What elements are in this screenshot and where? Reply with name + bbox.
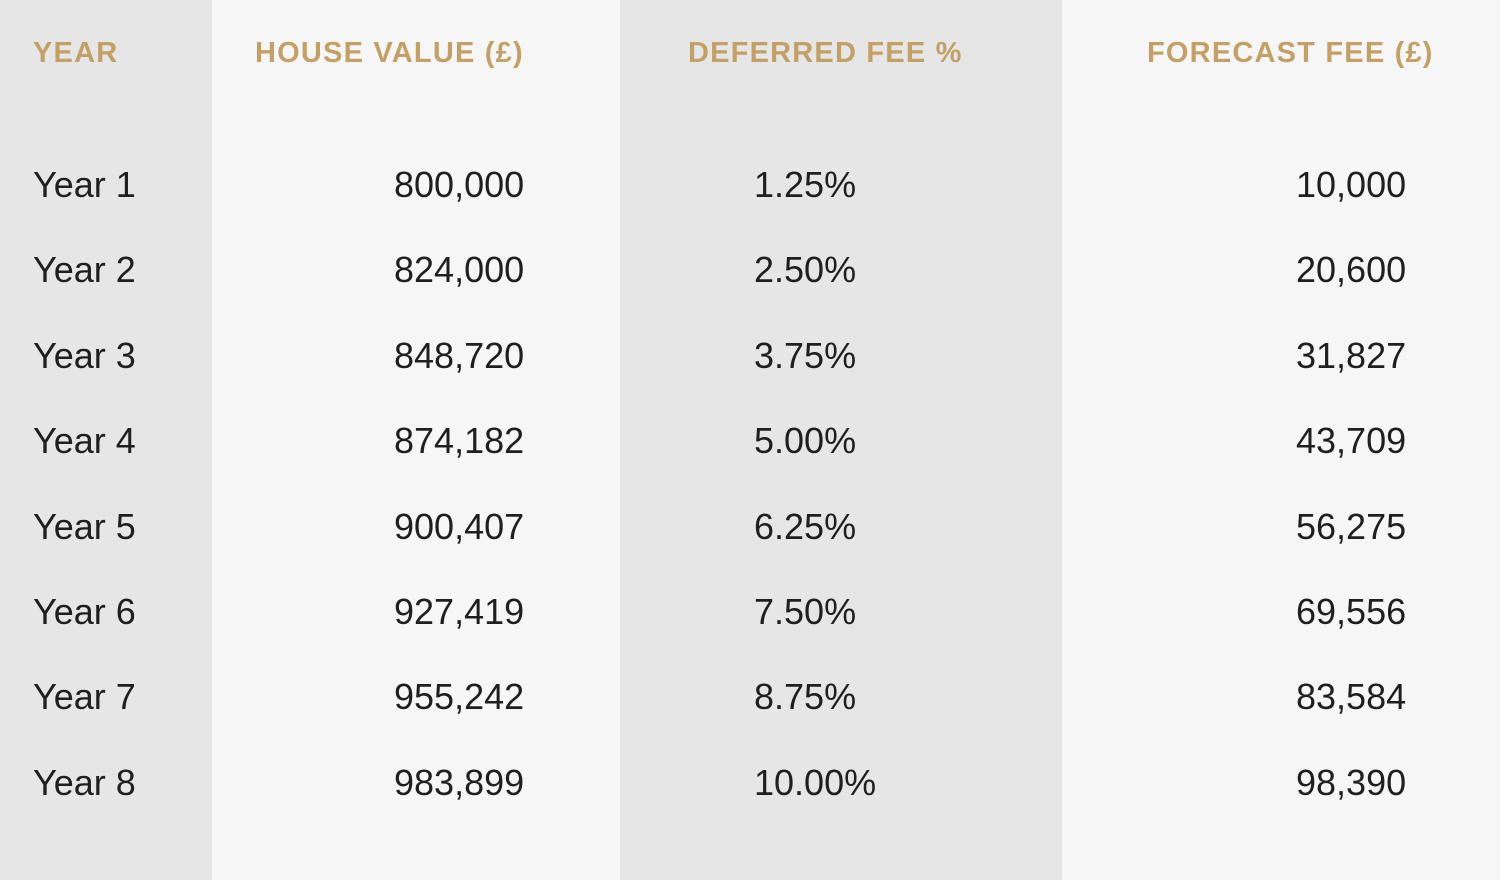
forecast-fee-cell: 69,556: [1296, 590, 1407, 632]
deferred-fee-cell: 3.75%: [754, 334, 857, 376]
house-value-column-background: [212, 0, 620, 880]
house-value-cell: 874,182: [394, 420, 525, 462]
year-cell: Year 8: [33, 761, 136, 803]
deferred-fee-cell: 5.00%: [754, 420, 857, 462]
forecast-fee-cell: 20,600: [1296, 249, 1407, 291]
table-row: Year 5 900,407 6.25% 56,275: [0, 502, 1500, 587]
year-cell: Year 6: [33, 590, 136, 632]
table-row: Year 4 874,182 5.00% 43,709: [0, 416, 1500, 501]
forecast-fee-cell: 43,709: [1296, 420, 1407, 462]
year-cell: Year 1: [33, 164, 136, 205]
forecast-fee-cell: 56,275: [1296, 505, 1407, 547]
forecast-fee-cell: 31,827: [1296, 334, 1407, 376]
forecast-fee-cell: 83,584: [1296, 676, 1407, 718]
year-cell: Year 5: [33, 505, 136, 547]
house-value-cell: 824,000: [394, 249, 525, 291]
deferred-fee-cell: 6.25%: [754, 505, 857, 547]
table-row: Year 8 983,899 10.00% 98,390: [0, 758, 1500, 843]
house-value-cell: 955,242: [394, 676, 525, 718]
house-value-cell: 848,720: [394, 334, 525, 376]
table-row: Year 3 848,720 3.75% 31,827: [0, 331, 1500, 416]
table-body: Year 1 800,000 1.25% 10,000 Year 2 824,0…: [0, 160, 1500, 843]
house-value-cell: 800,000: [394, 164, 525, 205]
table-row: Year 2 824,000 2.50% 20,600: [0, 245, 1500, 330]
house-value-cell: 927,419: [394, 590, 525, 632]
deferred-fee-cell: 2.50%: [754, 249, 857, 291]
deferred-fee-cell: 8.75%: [754, 676, 857, 718]
forecast-fee-column-background: [1062, 0, 1500, 880]
house-value-cell: 983,899: [394, 761, 525, 803]
header-year: YEAR: [33, 37, 119, 69]
year-cell: Year 3: [33, 334, 136, 376]
year-column-background: [0, 0, 212, 880]
house-value-cell: 900,407: [394, 505, 525, 547]
forecast-fee-cell: 98,390: [1296, 761, 1407, 803]
table-row: Year 6 927,419 7.50% 69,556: [0, 587, 1500, 672]
year-cell: Year 2: [33, 249, 136, 291]
forecast-fee-cell: 10,000: [1296, 164, 1407, 205]
deferred-fee-column-background: [620, 0, 1062, 880]
header-house-value: HOUSE VALUE (£): [255, 37, 524, 69]
year-cell: Year 7: [33, 676, 136, 718]
deferred-fee-cell: 7.50%: [754, 590, 857, 632]
deferred-fee-cell: 10.00%: [754, 761, 877, 803]
table-row: Year 7 955,242 8.75% 83,584: [0, 672, 1500, 757]
year-cell: Year 4: [33, 420, 136, 462]
deferred-fee-cell: 1.25%: [754, 164, 857, 205]
header-forecast-fee: FORECAST FEE (£): [1147, 37, 1434, 69]
table-row: Year 1 800,000 1.25% 10,000: [0, 160, 1500, 245]
header-deferred-fee: DEFERRED FEE %: [688, 37, 963, 69]
